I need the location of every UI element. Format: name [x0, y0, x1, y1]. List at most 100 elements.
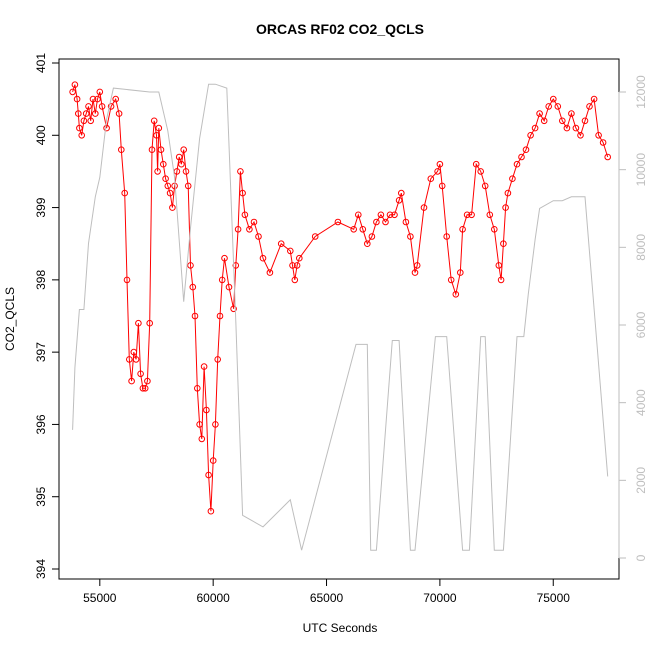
- co2-point: [497, 276, 505, 284]
- co2-point: [175, 153, 183, 161]
- co2-point: [80, 117, 88, 125]
- y-tick-label: 398: [34, 270, 48, 290]
- co2-point: [293, 262, 301, 269]
- co2-point: [98, 103, 106, 110]
- co2-point: [500, 240, 507, 247]
- co2-point: [246, 226, 253, 233]
- co2-point: [230, 305, 237, 313]
- co2-point: [391, 211, 398, 219]
- co2-point: [420, 204, 428, 211]
- co2-point: [266, 269, 274, 276]
- co2-point: [107, 103, 115, 110]
- co2-point: [154, 168, 161, 175]
- co2-point: [205, 471, 212, 479]
- co2-point: [157, 146, 165, 153]
- co2-point: [76, 124, 83, 132]
- co2-point: [359, 226, 367, 233]
- co2-point: [194, 385, 201, 392]
- co2-point: [241, 211, 249, 219]
- x-axis-label: UTC Seconds: [303, 621, 378, 635]
- co2-point: [94, 95, 101, 103]
- co2-point: [472, 160, 480, 168]
- co2-point: [216, 312, 224, 320]
- co2-point: [513, 160, 521, 168]
- co2-point: [162, 175, 169, 182]
- co2-point: [413, 262, 421, 269]
- co2-point: [71, 81, 79, 88]
- co2-point: [189, 283, 197, 291]
- co2-point: [402, 218, 410, 226]
- co2-point: [463, 211, 471, 219]
- co2-point: [527, 132, 534, 139]
- co2-point: [212, 421, 219, 428]
- co2-point: [207, 507, 215, 515]
- co2-point: [132, 356, 140, 363]
- co2-point: [395, 197, 403, 204]
- co2-point: [355, 211, 362, 219]
- co2-point: [590, 95, 598, 103]
- y2-tick-label: 12000: [634, 75, 648, 109]
- co2-point: [184, 182, 192, 190]
- co2-point: [434, 168, 441, 175]
- axes-group: 55000 60000 65000 70000 75000394395396397398…: [34, 53, 648, 605]
- co2-point: [550, 95, 557, 103]
- co2-point: [209, 457, 217, 464]
- co2-point: [377, 211, 385, 219]
- co2-point: [563, 124, 571, 132]
- co2-point: [586, 103, 593, 110]
- x-tick-label: 65000: [310, 591, 344, 605]
- co2-point: [139, 385, 147, 392]
- co2-point: [75, 110, 82, 117]
- co2-point: [73, 95, 81, 103]
- co2-point: [198, 435, 206, 443]
- co2-point: [234, 226, 242, 233]
- co2-point: [166, 189, 174, 197]
- co2-point: [364, 240, 371, 247]
- co2-point: [237, 168, 244, 175]
- co2-point: [581, 117, 589, 125]
- co2-point: [169, 204, 176, 211]
- co2-point: [559, 117, 566, 125]
- co2-point: [386, 211, 394, 219]
- co2-point: [150, 117, 158, 125]
- co2-point: [568, 110, 575, 117]
- y-tick-label: 394: [34, 559, 48, 579]
- co2-point: [118, 146, 125, 153]
- co2-point: [178, 160, 185, 168]
- co2-point: [182, 168, 190, 175]
- co2-point: [522, 146, 530, 153]
- y2-tick-label: 8000: [634, 234, 648, 261]
- co2-point: [350, 226, 358, 233]
- co2-point: [595, 132, 602, 139]
- co2-point: [545, 103, 553, 110]
- co2-point: [232, 262, 240, 269]
- co2-point: [436, 160, 444, 168]
- co2-point: [334, 218, 342, 226]
- co2-point: [599, 139, 607, 146]
- co2-point: [481, 182, 489, 190]
- co2-point: [92, 110, 99, 117]
- co2-point: [368, 233, 376, 240]
- altitude-line: [72, 83, 609, 551]
- co2-point: [277, 240, 285, 247]
- co2-point: [137, 370, 144, 378]
- co2-point: [604, 153, 612, 161]
- co2-point: [468, 211, 475, 219]
- co2-point: [373, 218, 380, 226]
- co2-point: [126, 356, 133, 363]
- co2-point: [250, 218, 258, 226]
- co2-point: [103, 124, 110, 132]
- y-tick-label: 400: [34, 125, 48, 145]
- chart-title: ORCAS RF02 CO2_QCLS: [256, 21, 424, 37]
- co2-point: [477, 168, 485, 175]
- co2-point: [214, 356, 221, 363]
- co2-point: [457, 269, 464, 276]
- plot-frame: [58, 58, 620, 580]
- x-tick-label: 70000: [423, 591, 457, 605]
- co2-point: [407, 233, 414, 240]
- co2-point: [203, 406, 210, 414]
- co2-point: [200, 363, 208, 370]
- co2-point: [85, 103, 92, 110]
- co2-point: [82, 110, 90, 117]
